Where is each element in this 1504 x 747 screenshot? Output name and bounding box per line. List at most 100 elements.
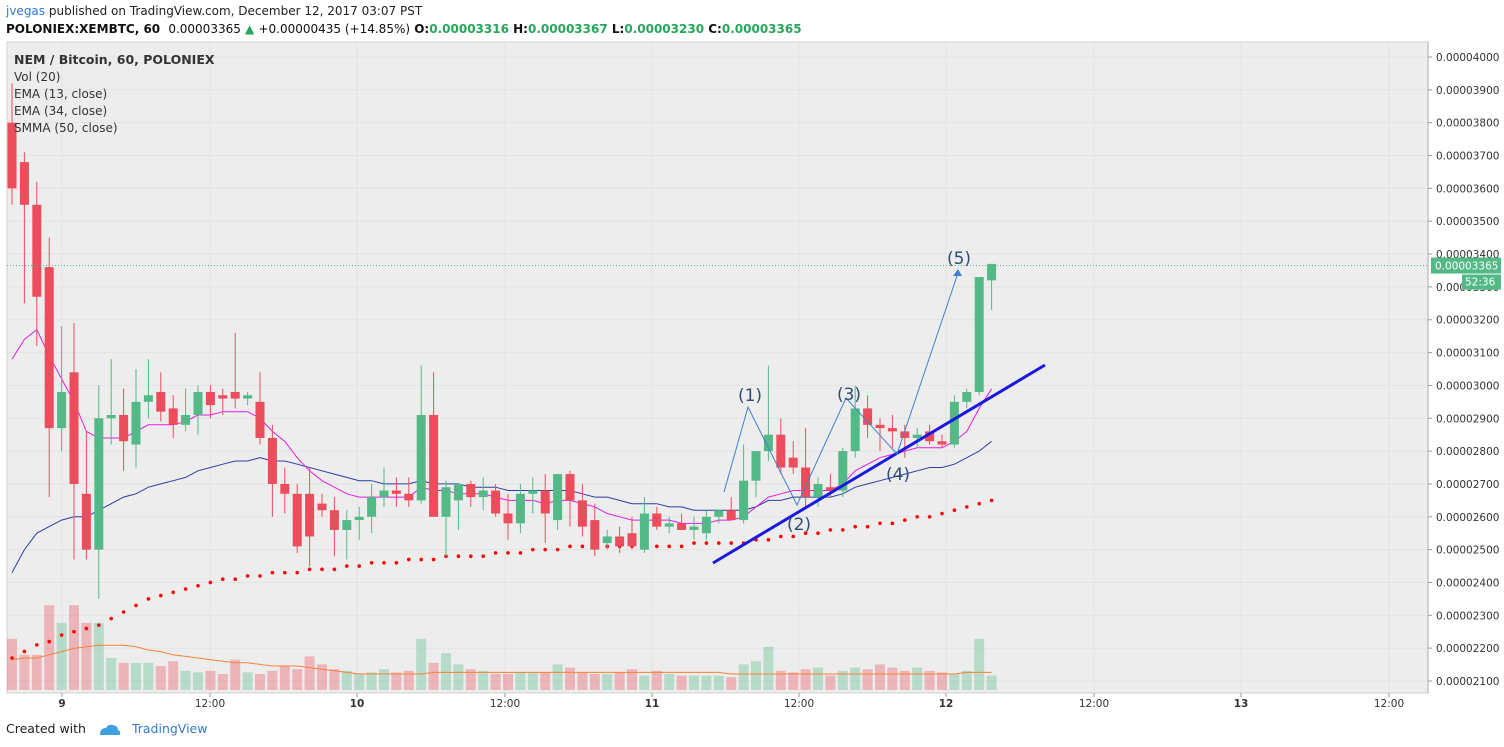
candle-body bbox=[615, 536, 625, 547]
volume-bar bbox=[317, 664, 327, 690]
candle-body bbox=[32, 204, 42, 297]
x-tick-label: 12:00 bbox=[195, 698, 225, 710]
candle-body bbox=[44, 267, 54, 429]
candle-body bbox=[763, 434, 773, 452]
wave-label: (5) bbox=[947, 249, 971, 269]
smma50-dot bbox=[233, 577, 237, 581]
smma50-dot bbox=[283, 570, 287, 575]
y-tick-label: 0.00003900 bbox=[1436, 85, 1499, 97]
candle-body bbox=[875, 424, 885, 429]
volume-bar bbox=[726, 677, 737, 690]
change-value: +0.00000435 (+14.85%) bbox=[258, 22, 411, 36]
smma50-dot bbox=[518, 551, 523, 555]
volume-bar bbox=[503, 674, 513, 690]
volume-bar bbox=[751, 661, 761, 690]
y-tick-label: 0.00003200 bbox=[1436, 315, 1499, 327]
volume-bar bbox=[565, 667, 575, 690]
candle-body bbox=[491, 490, 501, 514]
y-tick-label: 0.00002600 bbox=[1436, 512, 1499, 524]
candle-body bbox=[900, 431, 910, 438]
y-tick-label: 0.00002200 bbox=[1436, 643, 1499, 655]
candle-body bbox=[838, 451, 848, 491]
chart-title: NEM / Bitcoin, 60, POLONIEX bbox=[14, 52, 215, 67]
candle-body bbox=[577, 500, 587, 527]
volume-bar bbox=[205, 670, 216, 690]
smma50-dot bbox=[791, 534, 795, 539]
volume-bar bbox=[106, 658, 117, 690]
candle-body bbox=[292, 493, 302, 547]
candle-body bbox=[119, 414, 129, 442]
candle-body bbox=[701, 516, 711, 534]
volume-bar bbox=[788, 672, 799, 690]
candle-body bbox=[106, 414, 116, 419]
candle-body bbox=[441, 487, 451, 517]
volume-bar bbox=[527, 672, 538, 690]
volume-bar bbox=[7, 638, 17, 690]
volume-bar bbox=[155, 666, 166, 690]
y-tick-label: 0.00003100 bbox=[1436, 348, 1499, 360]
smma50-dot bbox=[890, 521, 895, 526]
volume-bar bbox=[912, 667, 923, 690]
wave-arrow-icon bbox=[953, 269, 962, 276]
smma50-dot bbox=[121, 610, 126, 614]
smma50-dot bbox=[816, 531, 820, 536]
candle-body bbox=[478, 490, 488, 498]
y-tick-label: 0.00002700 bbox=[1436, 479, 1499, 491]
volume-bar bbox=[651, 670, 662, 690]
volume-bar bbox=[428, 662, 439, 690]
volume-bar bbox=[56, 622, 67, 690]
volume-bar bbox=[515, 672, 526, 690]
smma50-dot bbox=[531, 547, 535, 552]
volume-bar bbox=[552, 664, 563, 690]
smma50-dot bbox=[915, 514, 919, 519]
tradingview-link[interactable]: TradingView bbox=[131, 721, 208, 736]
high-label: H: bbox=[513, 22, 528, 36]
candle-body bbox=[391, 490, 401, 494]
volume-bar bbox=[230, 659, 241, 690]
volume-bar bbox=[738, 664, 749, 690]
volume-bar bbox=[242, 672, 253, 690]
volume-bar bbox=[416, 638, 427, 690]
candle-body bbox=[627, 533, 637, 547]
tradingview-logo-icon[interactable] bbox=[98, 723, 122, 737]
smma50-dot bbox=[568, 544, 572, 549]
volume-bar bbox=[577, 672, 588, 690]
smma50-dot bbox=[481, 554, 486, 558]
volume-bar bbox=[540, 672, 551, 690]
smma50-dot bbox=[729, 541, 733, 545]
time-axis[interactable]: 9 12:00 10 12:00 11 12:00 12 12:00 13 12:00 bbox=[58, 693, 1404, 710]
smma50-dot bbox=[394, 560, 399, 565]
volume-bar bbox=[800, 669, 811, 690]
smma50-dot bbox=[35, 643, 39, 647]
volume-bar bbox=[949, 674, 960, 690]
volume-bar bbox=[292, 669, 303, 690]
volume-ma-line bbox=[11, 644, 992, 675]
volume-bar bbox=[850, 667, 861, 690]
smma50-dot bbox=[258, 574, 262, 578]
smma50-dot bbox=[22, 649, 27, 654]
candles bbox=[7, 83, 997, 599]
volume-bar bbox=[354, 674, 365, 690]
smma50-dot bbox=[47, 639, 51, 644]
smma50-dot bbox=[97, 623, 101, 627]
grid-lines bbox=[7, 42, 1428, 693]
smma50-dot bbox=[10, 656, 14, 660]
plot-background bbox=[6, 41, 1429, 694]
smma50-dot bbox=[679, 544, 684, 549]
legend-vol: Vol (20) bbox=[14, 70, 60, 84]
x-tick-label: 9 bbox=[58, 698, 65, 710]
candle-body bbox=[602, 536, 612, 544]
volume-bar bbox=[974, 638, 985, 690]
low-value: 0.00003230 bbox=[624, 22, 705, 36]
author-link[interactable]: jvegas bbox=[6, 4, 46, 18]
smma50-dot bbox=[419, 557, 424, 562]
price-axis[interactable]: 0.00004000 0.00003900 0.00003800 0.00003700… bbox=[1427, 42, 1501, 693]
smma50-dot bbox=[853, 524, 857, 529]
candle-body bbox=[94, 418, 104, 550]
candle-body bbox=[255, 401, 265, 438]
candle-body bbox=[168, 408, 178, 425]
volume-bar bbox=[379, 669, 389, 690]
y-tick-label: 0.00003500 bbox=[1436, 216, 1499, 228]
smma50-dot bbox=[407, 557, 411, 562]
